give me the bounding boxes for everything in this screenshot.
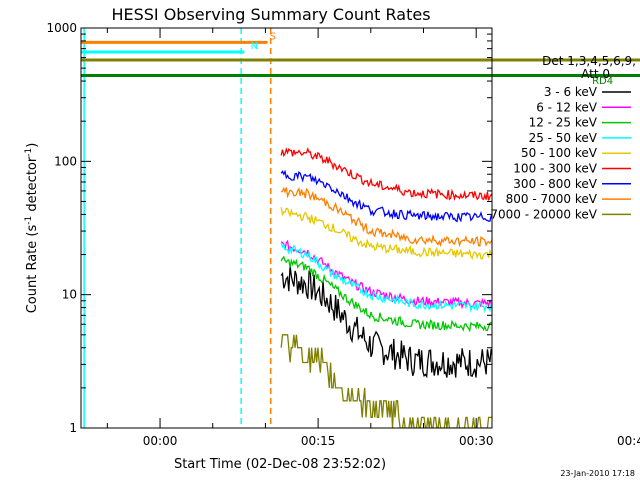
series-line [280,186,492,248]
legend-label: 100 - 300 keV [513,162,597,176]
y-axis: 1 10 100 1000 [46,21,492,435]
legend-label: 3 - 6 keV [544,85,598,99]
series-line [280,239,492,310]
mode-bar-label: RD4 [592,76,613,87]
date-stamp: 23-Jan-2010 17:18 [560,469,635,478]
series-line [280,169,492,223]
legend-label: 12 - 25 keV [529,116,598,130]
y-axis-label: Count Rate (s-1 detector-1) [24,143,40,314]
legend-title-detectors: Det 1,3,4,5,6,9, [542,54,636,68]
y-axis-label-sup2: -1 [24,148,34,157]
x-tick-label: 00:00 [143,434,178,448]
x-tick-label: 00:15 [301,434,336,448]
x-axis-label: Start Time (02-Dec-08 23:52:02) [174,457,386,472]
mode-bar-label: N [251,41,258,52]
series-line [280,146,492,201]
y-axis-label-sup1: -1 [24,216,34,225]
y-tick-label: 10 [62,288,77,302]
y-tick-label: 1000 [46,21,77,35]
series-line [280,334,492,428]
chart-title: HESSI Observing Summary Count Rates [111,5,430,24]
y-axis-label-end: ) [25,143,40,148]
legend-label: 300 - 800 keV [513,177,597,191]
y-axis-label-mid: detector [25,156,40,216]
legend-label: 50 - 100 keV [521,146,598,160]
series-line [280,266,492,379]
x-tick-label: 00:30 [459,434,494,448]
series-line [280,207,492,260]
legend-label: 6 - 12 keV [536,100,598,114]
y-axis-label-main: Count Rate (s [25,225,40,314]
y-tick-label: 100 [54,154,77,168]
legend-title-attenuator: Att 0 [581,67,610,81]
mode-bar-label: S [270,31,276,42]
legend-label: 25 - 50 keV [529,131,598,145]
y-tick-label: 1 [69,421,77,435]
legend-label: 800 - 7000 keV [506,192,598,206]
legend-label: 7000 - 20000 keV [490,207,597,221]
plot-frame [80,27,493,429]
x-tick-label: 00:45 [617,434,640,448]
series-line [280,255,492,333]
plot-area: SNFD1FD2RD0RD4 [81,28,640,428]
series-line [280,242,492,314]
plot-content [83,28,492,428]
